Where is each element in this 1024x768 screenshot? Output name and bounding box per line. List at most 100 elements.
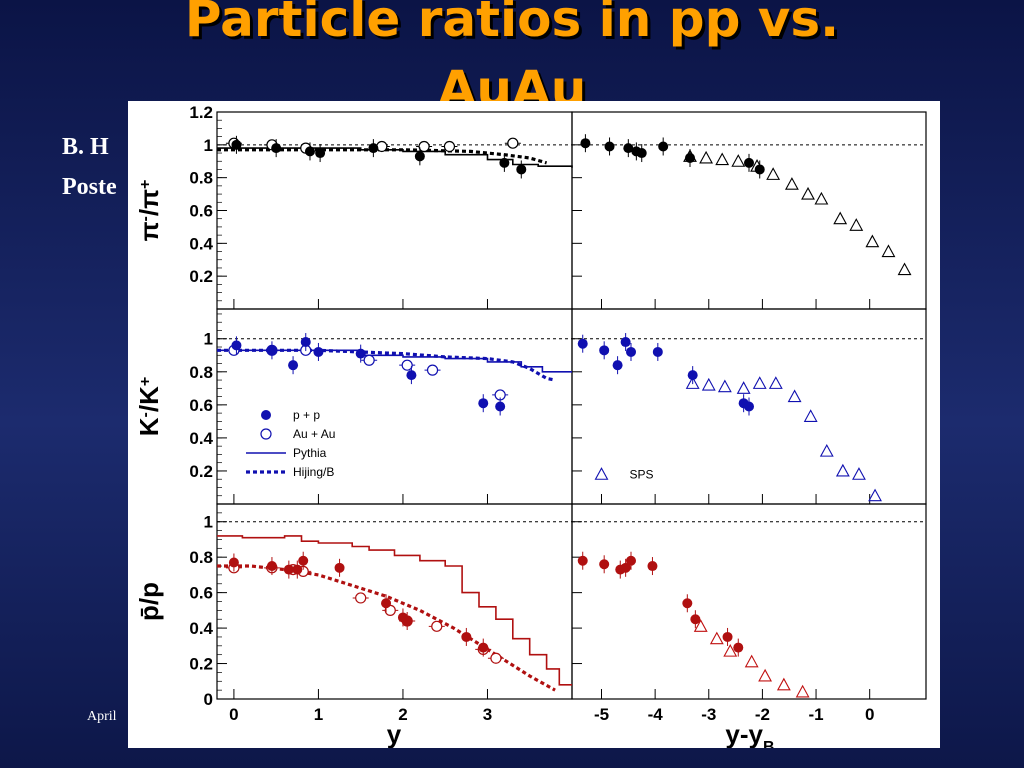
auau-point-K-3 [363,354,375,366]
ylabel-part: /K [134,386,164,412]
ytick-label-p-4: 0.8 [189,548,213,567]
ylabel-sup: - [137,216,154,221]
pp-point-p-2 [283,564,294,575]
author-text: B. H [62,134,109,160]
xaxis-label-left: y [387,719,402,748]
xtick-label-left-2: 2 [398,705,407,724]
pp-right-point-p-3 [620,562,631,573]
pp-point-pi-2 [304,146,315,157]
ratio-chart: 0.20.40.60.811.2π-/π+0.20.40.60.81K-/K+S… [128,101,940,748]
xtick-label-left-1: 1 [314,705,323,724]
legend-label-pp: p + p [293,408,320,422]
legend-label-auau: Au + Au [293,427,335,441]
sps-point-pi-12 [881,244,896,258]
sps-point-p-0 [693,619,708,632]
ytick-label-pi-4: 1 [204,136,213,155]
pp-point-K-4 [313,346,324,357]
pp-point-pi-7 [516,164,527,175]
ylabel-part: K [134,417,164,436]
pp-right-point-K-0 [577,338,588,349]
xtick-label-left-0: 0 [229,705,238,724]
sps-point-K-7 [803,409,818,422]
ytick-label-pi-0: 0.2 [189,267,213,286]
ytick-label-p-2: 0.4 [189,619,213,638]
ylabel-part: /π [134,189,164,216]
pp-right-point-p-6 [682,598,693,609]
ytick-label-K-0: 0.2 [189,462,213,481]
pp-right-point-pi-5 [658,141,669,152]
auau-point-p-4 [355,592,367,604]
auau-point-pi-5 [443,140,456,153]
sps-point-pi-11 [865,234,880,248]
pp-point-p-4 [298,555,309,566]
ylabel-K: K-/K+ [134,377,164,436]
legend-sps-label: SPS [630,467,654,481]
xtick-label-left-3: 3 [483,705,492,724]
hijing-curve-K [217,348,556,382]
sps-point-p-2 [723,643,738,657]
pp-point-p-3 [292,564,303,575]
sps-point-pi-10 [849,218,864,231]
ylabel-p: p̄/p [134,582,164,621]
pp-point-p-6 [381,598,392,609]
sps-point-p-3 [744,654,759,668]
pp-right-point-p-4 [626,555,636,566]
sps-point-K-1 [701,377,716,391]
sps-point-K-2 [717,379,732,393]
panel-p: 0 0.2 0.4 0.6 0.8 1 p̄/p [134,503,927,709]
xtick-label-right-0: -5 [594,705,609,724]
ylabel-pi: π-/π+ [134,180,164,242]
ytick-label-K-1: 0.4 [189,429,213,448]
ytick-label-K-4: 1 [204,330,213,349]
sps-point-K-9 [835,463,850,477]
poster-text: Poste [62,174,117,200]
legend-sps-marker [594,467,609,480]
pp-point-p-5 [334,562,345,573]
ytick-label-pi-5: 1.2 [189,103,213,122]
sps-point-pi-9 [833,211,848,225]
auau-point-p-7 [431,620,443,632]
sps-point-p-1 [709,631,724,645]
sps-point-pi-6 [784,177,799,190]
xaxis-label-right: y-yB [725,719,774,748]
ytick-label-p-0: 0 [204,690,213,709]
pp-point-K-8 [495,401,506,412]
pp-point-K-6 [406,370,417,381]
pp-right-point-pi-0 [580,138,591,149]
pp-right-point-p-5 [647,561,658,572]
pp-right-point-K-5 [652,346,663,357]
pythia-curve-p [217,535,572,686]
pp-point-p-8 [402,616,413,626]
pp-point-K-1 [266,345,277,356]
ratio-figure: 0.2 0.4 0.6 0.8 1 1.2 π-/π+ 0.2 0.4 0.6 0.8 1 K-/K+ S… [128,101,940,748]
auau-point-K-4 [401,359,413,371]
auau-point-p-9 [490,652,502,664]
ylabel-sup: + [137,377,154,386]
pp-right-point-K-6 [687,370,698,381]
sps-point-p-5 [776,677,791,691]
pp-right-point-p-8 [722,631,733,642]
legend: p + p Au + Au Pythia Hijing/B [246,408,335,479]
sps-point-p-6 [795,684,810,698]
pp-right-point-pi-4 [636,148,647,159]
pp-point-K-3 [300,337,311,348]
figure-background [128,101,940,748]
legend-label-pythia: Pythia [293,446,327,460]
ylabel-sup: + [137,180,154,189]
pp-point-p-10 [478,642,489,653]
xtick-label-right-4: -1 [808,705,823,724]
legend-label-hijing: Hijing/B [293,465,334,479]
pp-point-pi-5 [414,151,425,162]
auau-point-pi-6 [507,137,519,149]
legend-marker-auau [260,428,272,440]
pp-point-pi-6 [499,157,510,168]
sps-point-pi-3 [731,154,746,167]
pp-right-point-p-7 [690,614,701,625]
xtick-label-right-5: 0 [865,705,874,724]
pp-point-pi-3 [315,148,326,159]
pp-right-point-K-4 [626,346,636,357]
pp-point-K-0 [231,340,242,351]
pp-point-pi-0 [231,139,242,150]
xtick-label-right-3: -2 [755,705,770,724]
footer-date: April [87,709,117,724]
